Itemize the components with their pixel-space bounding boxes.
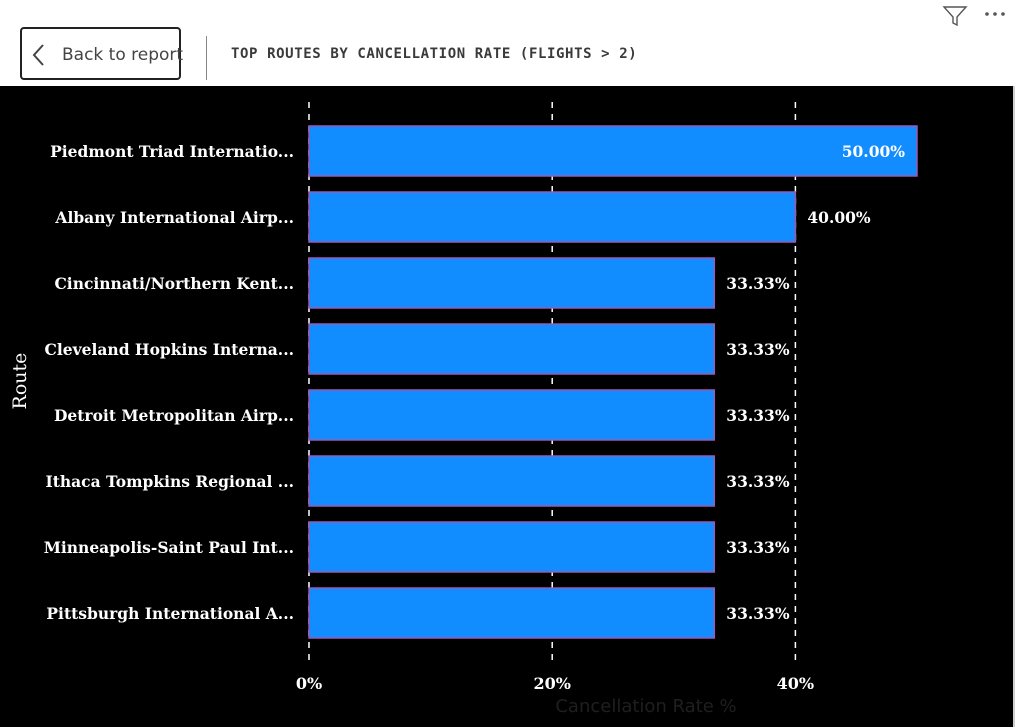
- bar[interactable]: [308, 587, 716, 639]
- chart-area: Piedmont Triad Internatio... 50.00% Albany…: [0, 86, 1015, 727]
- category-label: Cincinnati/Northern Kent...: [54, 274, 294, 293]
- x-tick-label: 40%: [777, 674, 814, 693]
- category-label: Pittsburgh International A...: [46, 604, 294, 623]
- category-label: Piedmont Triad Internatio...: [50, 142, 294, 161]
- chart-title: TOP ROUTES BY CANCELLATION RATE (FLIGHTS…: [231, 46, 638, 62]
- filter-icon[interactable]: [942, 4, 968, 28]
- data-label: 50.00%: [842, 142, 906, 161]
- category-label: Detroit Metropolitan Airp...: [54, 406, 294, 425]
- y-axis-title: Route: [9, 352, 31, 410]
- chevron-left-icon: [32, 44, 44, 66]
- scrollbar-track: [1013, 86, 1015, 727]
- x-axis-title: Cancellation Rate %: [555, 696, 737, 717]
- bar[interactable]: [308, 191, 797, 243]
- back-to-report-label: Back to report: [62, 45, 184, 65]
- data-label: 33.33%: [726, 604, 790, 623]
- data-label: 40.00%: [807, 208, 871, 227]
- visual-header: Back to report TOP ROUTES BY CANCELLATIO…: [0, 0, 1015, 86]
- x-tick-label: 0%: [296, 674, 322, 693]
- back-to-report-button[interactable]: Back to report: [20, 27, 184, 80]
- bar[interactable]: [308, 257, 716, 309]
- x-tick-label: 20%: [533, 674, 570, 693]
- bar[interactable]: [308, 455, 716, 507]
- chart-svg: Piedmont Triad Internatio... 50.00% Albany…: [44, 102, 918, 693]
- category-label: Ithaca Tompkins Regional ...: [45, 472, 294, 491]
- bar[interactable]: [308, 521, 716, 573]
- data-label: 33.33%: [726, 274, 790, 293]
- data-label: 33.33%: [726, 340, 790, 359]
- category-label: Minneapolis-Saint Paul Int...: [44, 538, 294, 557]
- category-label: Albany International Airp...: [54, 208, 294, 227]
- header-divider: [206, 36, 207, 80]
- more-options-icon[interactable]: [983, 4, 1009, 26]
- bar[interactable]: [308, 323, 716, 375]
- bar[interactable]: [308, 389, 716, 441]
- data-label: 33.33%: [726, 406, 790, 425]
- data-label: 33.33%: [726, 472, 790, 491]
- data-label: 33.33%: [726, 538, 790, 557]
- bar[interactable]: [308, 125, 918, 177]
- category-label: Cleveland Hopkins Interna...: [45, 340, 294, 359]
